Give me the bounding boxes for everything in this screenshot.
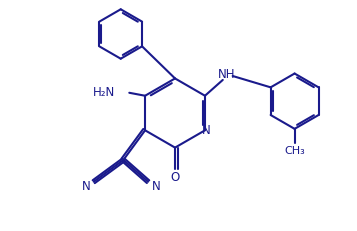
- Text: N: N: [202, 124, 210, 137]
- Text: O: O: [170, 171, 180, 184]
- Text: N: N: [152, 180, 160, 193]
- Text: NH: NH: [218, 67, 236, 81]
- Text: N: N: [81, 180, 90, 193]
- Text: H₂N: H₂N: [93, 86, 115, 99]
- Text: CH₃: CH₃: [284, 146, 305, 155]
